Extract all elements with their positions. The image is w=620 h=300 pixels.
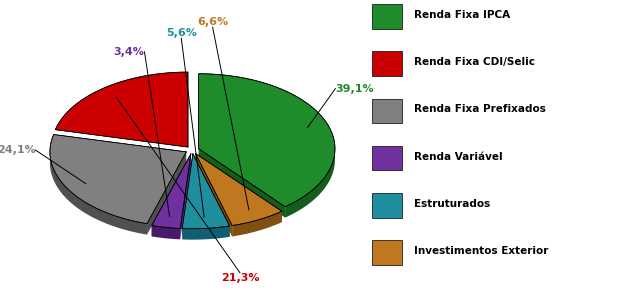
Polygon shape [147, 152, 186, 235]
Polygon shape [285, 150, 335, 218]
Text: Renda Fixa CDI/Selic: Renda Fixa CDI/Selic [414, 57, 535, 67]
Polygon shape [55, 72, 188, 147]
Bar [372, 52, 402, 76]
Bar [372, 241, 402, 265]
Polygon shape [152, 154, 191, 236]
Polygon shape [182, 154, 229, 229]
Polygon shape [195, 153, 282, 222]
Polygon shape [193, 154, 229, 237]
Text: 21,3%: 21,3% [221, 273, 259, 283]
Text: 3,4%: 3,4% [113, 47, 144, 57]
Text: 39,1%: 39,1% [335, 84, 374, 94]
Text: Renda Fixa Prefixados: Renda Fixa Prefixados [414, 104, 546, 115]
Text: 5,6%: 5,6% [166, 28, 197, 38]
Polygon shape [152, 226, 180, 239]
Text: Investimentos Exterior: Investimentos Exterior [414, 246, 549, 256]
Text: Renda Fixa IPCA: Renda Fixa IPCA [414, 10, 510, 20]
Polygon shape [195, 153, 282, 226]
Polygon shape [50, 134, 186, 224]
Polygon shape [152, 154, 191, 229]
Bar [372, 4, 402, 28]
Polygon shape [198, 149, 285, 218]
Bar [372, 146, 402, 170]
Bar [372, 193, 402, 218]
Bar [372, 99, 402, 123]
Polygon shape [195, 153, 232, 236]
Polygon shape [50, 152, 147, 235]
Polygon shape [232, 211, 282, 236]
Polygon shape [182, 154, 193, 239]
Text: Renda Variável: Renda Variável [414, 152, 503, 162]
Text: 24,1%: 24,1% [0, 145, 35, 155]
Text: Estruturados: Estruturados [414, 199, 490, 209]
Polygon shape [180, 154, 191, 239]
Text: 6,6%: 6,6% [197, 17, 228, 27]
Polygon shape [182, 226, 229, 240]
Polygon shape [198, 74, 335, 207]
